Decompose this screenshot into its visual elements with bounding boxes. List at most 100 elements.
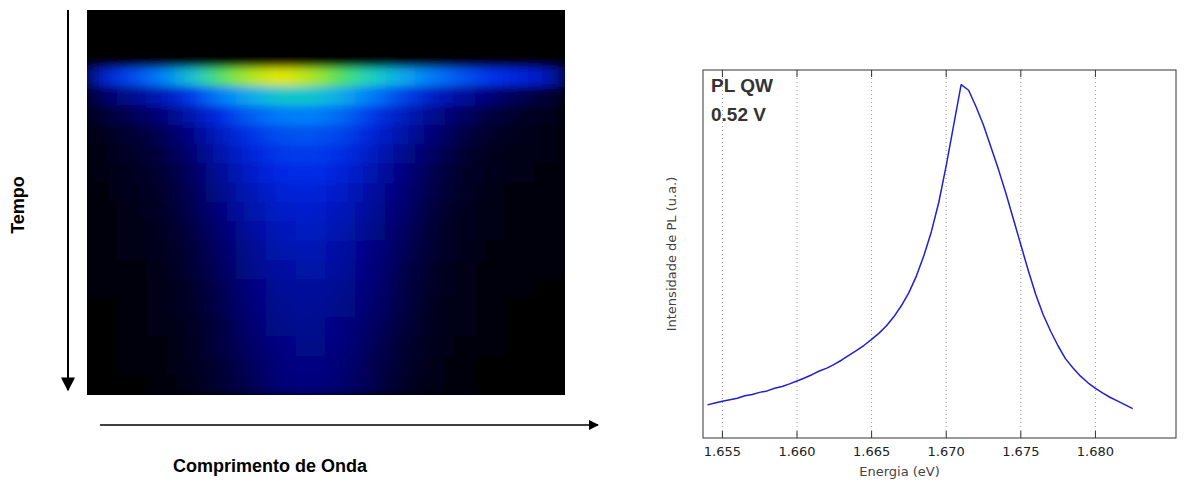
heatmap-cell — [206, 144, 237, 164]
heatmap-cell — [385, 125, 416, 145]
heatmap-cell — [355, 202, 386, 222]
tick-mark — [946, 70, 947, 77]
heatmap-cell — [236, 298, 267, 318]
heatmap-cell — [355, 221, 386, 241]
heatmap-cell — [266, 125, 297, 145]
heatmap-cell — [266, 106, 297, 126]
heatmap-cell — [445, 241, 476, 261]
heatmap-cell — [385, 106, 416, 126]
heatmap-cell — [236, 221, 267, 241]
heatmap-cell — [535, 279, 565, 299]
heatmap-cell — [116, 202, 147, 222]
heatmap-cell — [266, 375, 297, 395]
tick-mark — [1020, 431, 1021, 438]
heatmap-cell — [326, 241, 357, 261]
heatmap-cell — [355, 10, 386, 30]
heatmap-cell — [266, 183, 297, 203]
heatmap-cell — [87, 279, 117, 299]
heatmap-cell — [385, 221, 416, 241]
heatmap-cell — [385, 183, 416, 203]
heatmap-cell — [475, 183, 506, 203]
tick-mark — [797, 70, 798, 77]
heatmap-cell — [146, 10, 177, 30]
heatmap-cell — [445, 48, 476, 68]
heatmap-cell — [296, 183, 327, 203]
heatmap-cell — [355, 125, 386, 145]
heatmap-cell — [475, 356, 506, 376]
heatmap-cell — [87, 318, 117, 338]
heatmap-cell — [505, 164, 536, 184]
heatmap-cell — [505, 67, 536, 87]
tick-label: 1.655 — [704, 444, 741, 459]
heatmap-cell — [505, 221, 536, 241]
heatmap-cell — [326, 87, 357, 107]
heatmap-cell — [355, 144, 386, 164]
heatmap-cell — [116, 337, 147, 357]
axis-title: Energia (eV) — [859, 464, 940, 479]
heatmap-cell — [266, 67, 297, 87]
heatmap-cell — [87, 10, 117, 30]
heatmap-cell — [415, 221, 446, 241]
heatmap-cell — [296, 125, 327, 145]
heatmap-cell — [206, 125, 237, 145]
heatmap-cell — [116, 125, 147, 145]
heatmap-cell — [475, 106, 506, 126]
heatmap-cell — [296, 356, 327, 376]
heatmap-cell — [176, 164, 207, 184]
heatmap-cell — [415, 164, 446, 184]
heatmap-cell — [87, 87, 117, 107]
heatmap-cell — [535, 298, 565, 318]
heatmap-cell — [266, 260, 297, 280]
heatmap-cell — [176, 298, 207, 318]
heatmap-cell — [445, 29, 476, 49]
heatmap-cell — [206, 106, 237, 126]
heatmap-cell — [326, 67, 357, 87]
heatmap-cell — [176, 144, 207, 164]
heatmap-cell — [146, 67, 177, 87]
heatmap-cell — [415, 106, 446, 126]
heatmap-cell — [296, 279, 327, 299]
heatmap-cell — [415, 183, 446, 203]
axis-title: Comprimento de Onda — [173, 456, 368, 476]
heatmap-cell — [445, 221, 476, 241]
heatmap-cell — [206, 221, 237, 241]
heatmap-cell — [296, 202, 327, 222]
heatmap-cell — [505, 375, 536, 395]
heatmap-cell — [176, 48, 207, 68]
heatmap-cell — [415, 29, 446, 49]
heatmap-cell — [296, 375, 327, 395]
heatmap-cell — [355, 106, 386, 126]
heatmap-cell — [505, 183, 536, 203]
heatmap-cell — [385, 48, 416, 68]
heatmap-cell — [535, 144, 565, 164]
heatmap-cell — [355, 67, 386, 87]
heatmap-cell — [385, 67, 416, 87]
heatmap-cell — [385, 241, 416, 261]
heatmap-cell — [236, 48, 267, 68]
heatmap-cell — [296, 337, 327, 357]
heatmap-cell — [296, 48, 327, 68]
heatmap-cell — [415, 10, 446, 30]
heatmap-cell — [355, 375, 386, 395]
heatmap-cell — [326, 48, 357, 68]
heatmap-cell — [505, 202, 536, 222]
heatmap-cell — [535, 48, 565, 68]
heatmap-cell — [475, 164, 506, 184]
heatmap-cell — [87, 241, 117, 261]
heatmap-cell — [206, 298, 237, 318]
heatmap-cell — [385, 202, 416, 222]
tick-label: 1.670 — [928, 444, 965, 459]
heatmap-cell — [266, 337, 297, 357]
heatmap-cell — [116, 164, 147, 184]
heatmap-cell — [87, 183, 117, 203]
heatmap-cell — [236, 29, 267, 49]
heatmap-cell — [116, 375, 147, 395]
heatmap-cell — [236, 87, 267, 107]
heatmap-cell — [445, 125, 476, 145]
heatmap-cell — [266, 87, 297, 107]
heatmap-cell — [355, 298, 386, 318]
heatmap-cell — [535, 356, 565, 376]
heatmap-cell — [266, 48, 297, 68]
heatmap-cell — [445, 10, 476, 30]
heatmap-cell — [176, 87, 207, 107]
